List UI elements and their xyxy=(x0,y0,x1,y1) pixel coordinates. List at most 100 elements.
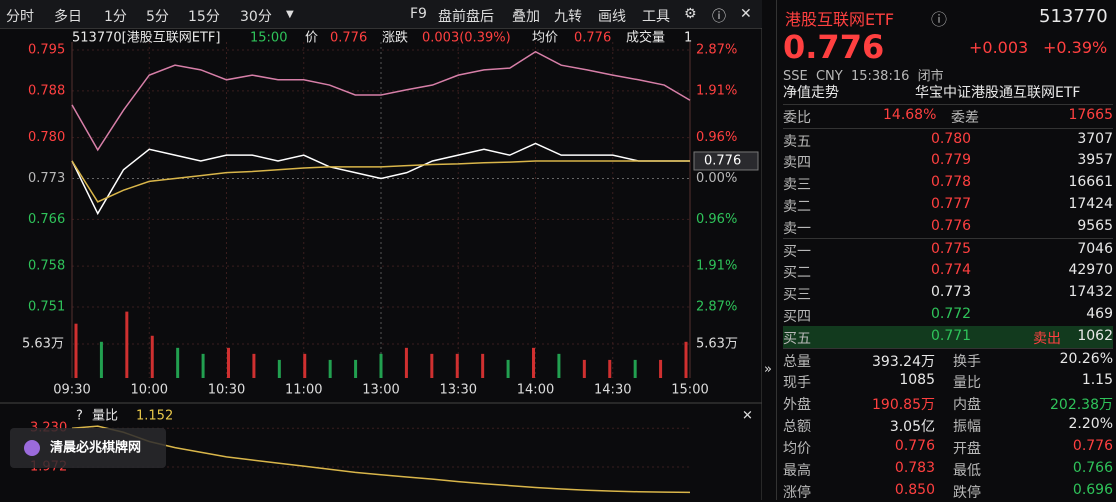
cell: 涨停 xyxy=(783,485,811,501)
bid-row: 买四 0.772 469 xyxy=(783,304,1113,326)
tool[interactable]: F9 xyxy=(410,6,427,22)
tab[interactable]: 多日 xyxy=(54,9,82,25)
label: 均价 xyxy=(532,31,558,46)
volume-bar xyxy=(506,359,510,378)
stat-row: 现手 1085 量比 1.15 xyxy=(783,370,1113,392)
pct-label: 1.91% xyxy=(696,259,737,274)
cell: 总额 xyxy=(783,419,811,435)
question-icon[interactable]: ? xyxy=(76,409,83,424)
value: 17665 xyxy=(1068,107,1113,123)
help-icon[interactable]: ⓘ xyxy=(712,9,726,25)
volume-bar xyxy=(532,347,535,378)
volume-bar xyxy=(99,341,103,378)
volume-bar xyxy=(582,359,586,378)
x-tick-label: 09:30 xyxy=(53,383,90,398)
pct-label: 0.00% xyxy=(696,171,737,186)
cell: 469 xyxy=(1086,306,1113,322)
ratio-current: 1.152 xyxy=(136,409,173,424)
tab[interactable]: 15分 xyxy=(188,9,220,25)
tool[interactable]: 盘前盘后 xyxy=(438,9,494,25)
tab[interactable]: 30分 xyxy=(240,9,272,25)
time: 15:00 xyxy=(250,31,287,46)
cell: 3707 xyxy=(1077,131,1113,147)
tool[interactable]: 九转 xyxy=(554,9,582,25)
volume-bar xyxy=(481,353,485,378)
stat-row: 涨停 0.850 跌停 0.696 xyxy=(783,480,1113,502)
quote-code: 513770 xyxy=(1039,6,1108,27)
tool[interactable]: 叠加 xyxy=(512,9,540,25)
value: 14.68% xyxy=(883,107,937,123)
cell: 买三 xyxy=(783,287,811,303)
cell: 0.775 xyxy=(931,241,972,257)
label: 价 xyxy=(305,31,318,46)
x-tick-label: 14:30 xyxy=(594,383,631,398)
cell: 0.773 xyxy=(931,284,972,300)
x-tick-label: 14:00 xyxy=(517,383,554,398)
ratio-line xyxy=(71,425,691,494)
cell: 1085 xyxy=(899,372,935,388)
cell: 卖五 xyxy=(783,134,811,150)
last-marker: 0.776 xyxy=(704,153,741,168)
volume-bar xyxy=(633,359,637,378)
cell: 17432 xyxy=(1068,284,1113,300)
pct-label: 1.91% xyxy=(696,83,737,98)
y-tick-label: 5.63万 xyxy=(22,337,64,352)
cell: 最高 xyxy=(783,463,811,479)
cell: 买四 xyxy=(783,309,811,325)
volume-bar xyxy=(252,353,256,378)
collapse[interactable]: » xyxy=(764,362,772,377)
quote-panel: 港股互联网ETF ⓘ 513770 0.776 +0.003 +0.39% SS… xyxy=(776,0,1116,502)
cell: 7046 xyxy=(1077,241,1113,257)
cell: 卖二 xyxy=(783,199,811,215)
tool[interactable]: 画线 xyxy=(598,9,626,25)
y-tick-label: 5.63万 xyxy=(696,337,738,352)
cell: 0.772 xyxy=(931,306,972,322)
volume-bar xyxy=(354,359,358,378)
tab[interactable]: 5分 xyxy=(146,9,169,25)
close-icon[interactable]: ✕ xyxy=(740,6,752,22)
volume-bar xyxy=(557,353,561,378)
volume-bar xyxy=(277,359,281,378)
stat-row: 总量 393.24万 换手 20.26% xyxy=(783,348,1113,371)
series-nav xyxy=(71,50,691,152)
security: 513770[港股互联网ETF] xyxy=(72,31,220,46)
watermark-bg xyxy=(10,428,166,468)
info-icon[interactable]: ⓘ xyxy=(931,10,948,29)
ask-row: 卖三 0.778 16661 xyxy=(783,172,1113,194)
volume-bar xyxy=(379,353,383,378)
ratio-title: 量比 xyxy=(92,409,118,424)
volume-bar xyxy=(430,353,434,378)
cell: 0.776 xyxy=(931,218,972,234)
tab[interactable]: 1分 xyxy=(104,9,127,25)
cell: 0.774 xyxy=(931,262,972,278)
volume-bar xyxy=(74,323,78,378)
volume-bar xyxy=(659,359,663,378)
stat-row: 最高 0.783 最低 0.766 xyxy=(783,458,1113,480)
x-tick-label: 11:00 xyxy=(285,383,322,398)
tab[interactable]: 净值走势 xyxy=(783,85,839,101)
cell: 现手 xyxy=(783,375,811,391)
value: 0.003(0.39%) xyxy=(422,31,511,46)
x-tick-label: 15:00 xyxy=(671,383,708,398)
cell: 跌停 xyxy=(953,485,981,501)
quote-info: SSE CNY 15:38:16 闭市 xyxy=(783,69,944,84)
pct-label: 0.96% xyxy=(696,212,737,227)
volume-bar xyxy=(303,353,307,378)
cell: 190.85万 xyxy=(872,397,935,413)
label: 涨跌 xyxy=(382,30,408,46)
tool[interactable]: 工具 xyxy=(642,9,670,25)
cell: 3957 xyxy=(1077,152,1113,168)
dropdown[interactable]: ▼ xyxy=(286,9,294,20)
cell: 量比 xyxy=(953,375,981,391)
watermark: 清晨必兆棋牌网 xyxy=(50,440,141,456)
x-tick-label: 10:30 xyxy=(208,383,245,398)
volume-bar xyxy=(684,341,688,378)
cell: 16661 xyxy=(1068,174,1113,190)
settings-icon[interactable]: ⚙ xyxy=(684,6,697,22)
tab[interactable]: 分时 xyxy=(6,9,34,25)
close-icon[interactable]: ✕ xyxy=(742,409,753,424)
y-tick-label: 0.780 xyxy=(28,130,65,145)
cell: 0.850 xyxy=(894,482,935,498)
x-tick-label: 10:00 xyxy=(131,383,168,398)
cell: 42970 xyxy=(1068,262,1113,278)
